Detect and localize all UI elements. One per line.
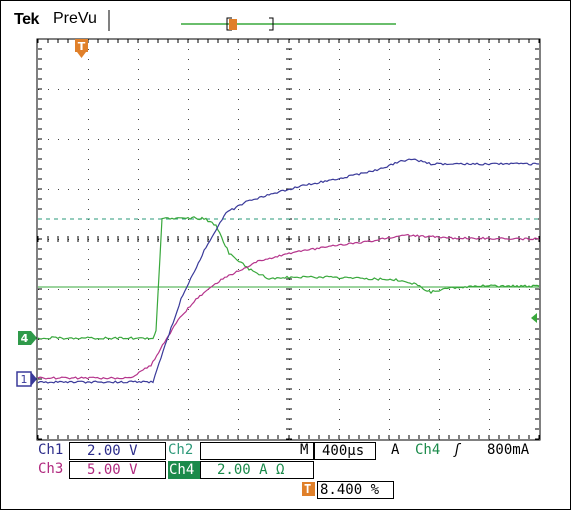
ch1-scale: 2.00 V	[87, 443, 138, 459]
svg-text:T: T	[78, 40, 86, 53]
ch1-label[interactable]: Ch1	[38, 442, 63, 458]
timebase-prefix: M	[300, 442, 308, 458]
ch2-scale-box[interactable]	[200, 442, 314, 460]
ch3-scale-box[interactable]: 5.00 V	[69, 461, 166, 479]
trigger-position-icon: T	[302, 482, 315, 496]
ch2-label[interactable]: Ch2	[168, 442, 193, 458]
trigger-source[interactable]: Ch4	[415, 442, 440, 458]
svg-text:1: 1	[21, 373, 28, 386]
trigger-level[interactable]: 800mA	[487, 442, 529, 458]
trigger-position-box[interactable]: 8.400 %	[317, 481, 394, 499]
trigger-prefix: A	[391, 442, 399, 458]
svg-text:4: 4	[21, 332, 29, 345]
ch3-label[interactable]: Ch3	[38, 461, 63, 477]
ch1-ground-marker[interactable]: 1	[17, 372, 37, 386]
ch1-scale-box[interactable]: 2.00 V	[69, 442, 166, 460]
timebase-value: 400µs	[322, 443, 364, 459]
trigger-position-value: 8.400 %	[320, 482, 379, 498]
ch3-scale: 5.00 V	[87, 462, 138, 478]
timebase-box[interactable]: 400µs	[314, 442, 376, 460]
trigger-position-marker[interactable]: T	[75, 39, 88, 58]
graticule-grid	[38, 39, 540, 440]
ch4-scale: 2.00 A Ω	[217, 462, 284, 478]
trigger-slope-icon[interactable]: ʃ	[453, 442, 461, 458]
ch4-ground-marker[interactable]: 4	[18, 331, 37, 345]
ch4-label: Ch4	[169, 462, 194, 478]
ch4-current-trace	[38, 217, 539, 339]
header-bar: Tek PreVu	[1, 1, 570, 33]
brand-logo: Tek	[14, 11, 39, 29]
ch4-label-box[interactable]: Ch4	[168, 461, 200, 479]
ch4-scale-box[interactable]: 2.00 A Ω	[200, 461, 314, 479]
ch3-trace	[38, 235, 539, 380]
acquisition-mode: PreVu	[53, 10, 97, 28]
trigger-level-arrow[interactable]	[531, 313, 537, 323]
